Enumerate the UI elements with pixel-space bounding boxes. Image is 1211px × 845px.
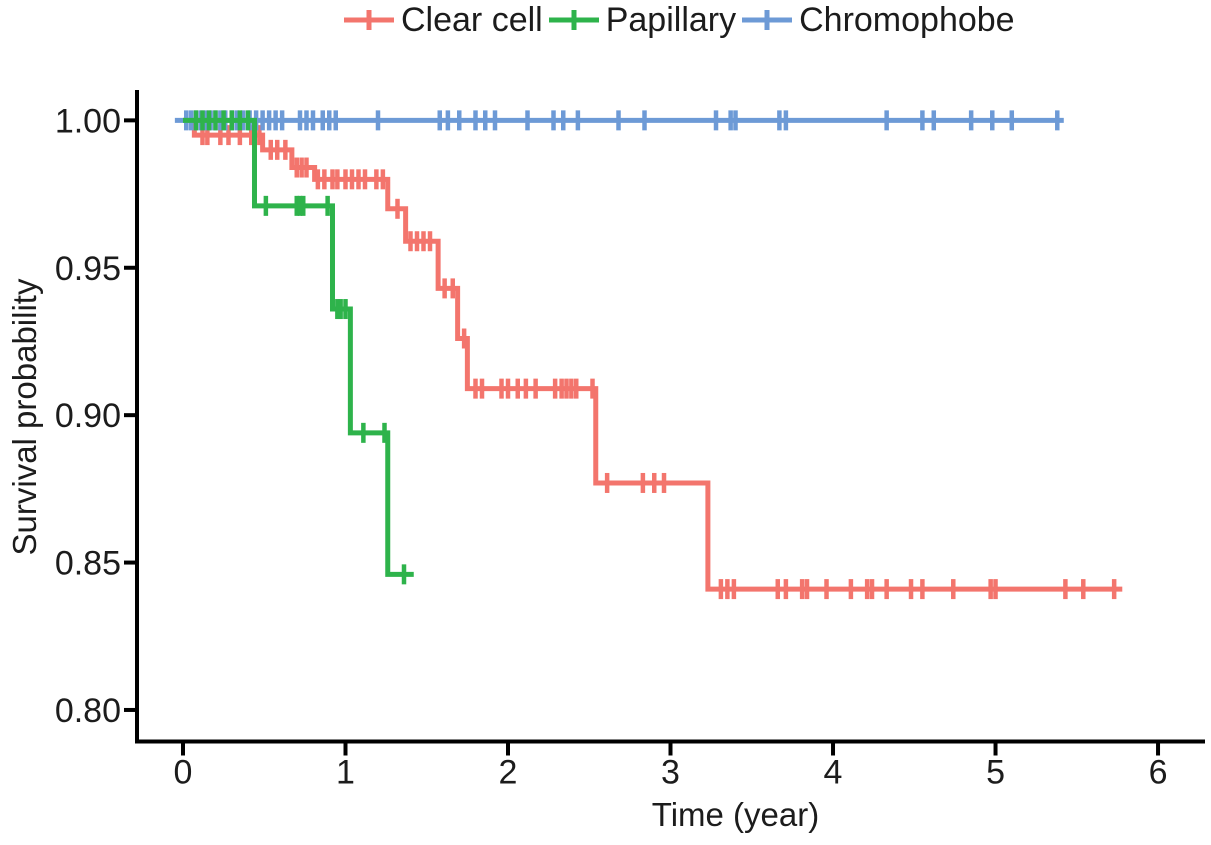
y-axis-tick-label: 0.95	[55, 250, 121, 288]
legend-key-papillary-icon	[548, 10, 599, 30]
y-axis-tick-label: 1.00	[55, 102, 121, 140]
legend-key-chromophobe-icon	[742, 10, 793, 30]
series-line-papillary	[182, 117, 414, 577]
x-axis-tick-label: 6	[1149, 754, 1168, 792]
legend-key-clear-cell-icon	[344, 10, 394, 30]
legend-label-clear-cell: Clear cell	[401, 1, 543, 39]
x-axis-tick-label: 2	[499, 754, 518, 792]
legend-label-chromophobe: Chromophobe	[799, 1, 1015, 39]
legend-item-chromophobe: Chromophobe	[742, 0, 1015, 40]
legend-item-clear-cell: Clear cell	[344, 0, 543, 40]
y-axis-tick-label: 0.80	[55, 692, 121, 730]
legend-label-papillary: Papillary	[605, 1, 737, 39]
legend-item-papillary: Papillary	[548, 0, 737, 40]
y-axis-tick-label: 0.85	[55, 545, 121, 583]
series-line-clear-cell	[182, 117, 1123, 592]
x-axis-tick-label: 4	[824, 754, 843, 792]
x-axis-tick-label: 1	[336, 754, 355, 792]
x-axis-title: Time (year)	[651, 796, 820, 833]
x-axis-tick-label: 5	[986, 754, 1005, 792]
x-axis-tick-label: 3	[661, 754, 680, 792]
x-axis-tick-label: 0	[174, 754, 193, 792]
legend: Clear cell Papillary Chromophobe	[344, 0, 1015, 40]
y-axis-tick-label: 0.90	[55, 397, 121, 435]
